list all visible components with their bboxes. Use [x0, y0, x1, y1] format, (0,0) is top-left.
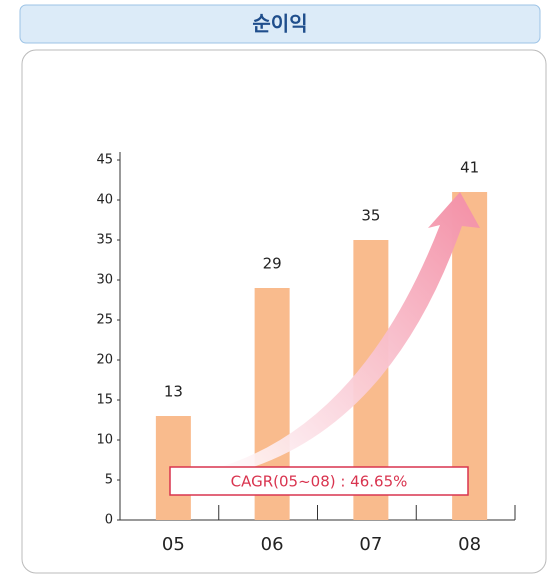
x-tick-label: 07 [359, 534, 382, 555]
x-tick-label: 06 [261, 534, 284, 555]
x-tick-label: 08 [458, 534, 481, 555]
y-tick-label: 35 [96, 233, 113, 248]
data-label: 13 [164, 383, 183, 401]
title-bar [19, 4, 541, 44]
y-tick-label: 30 [96, 273, 113, 288]
annotation-box [169, 466, 469, 496]
y-tick-label: 0 [105, 513, 113, 528]
y-tick-label: 10 [96, 433, 113, 448]
y-tick-label: 40 [96, 193, 113, 208]
growth-arrow [210, 192, 480, 478]
data-label: 41 [460, 159, 479, 177]
annotation: CAGR(05~08) : 46.65% [231, 473, 408, 491]
y-tick-label: 25 [96, 313, 113, 328]
data-label: 29 [263, 255, 282, 273]
bar [452, 192, 488, 520]
x-tick-label: 05 [162, 534, 185, 555]
y-tick-label: 45 [96, 153, 113, 168]
chart-title: 순이익 [252, 12, 307, 36]
y-tick-label: 20 [96, 353, 113, 368]
data-label: 35 [361, 207, 380, 225]
y-tick-label: 5 [105, 473, 113, 488]
y-tick-label: 15 [96, 393, 113, 408]
